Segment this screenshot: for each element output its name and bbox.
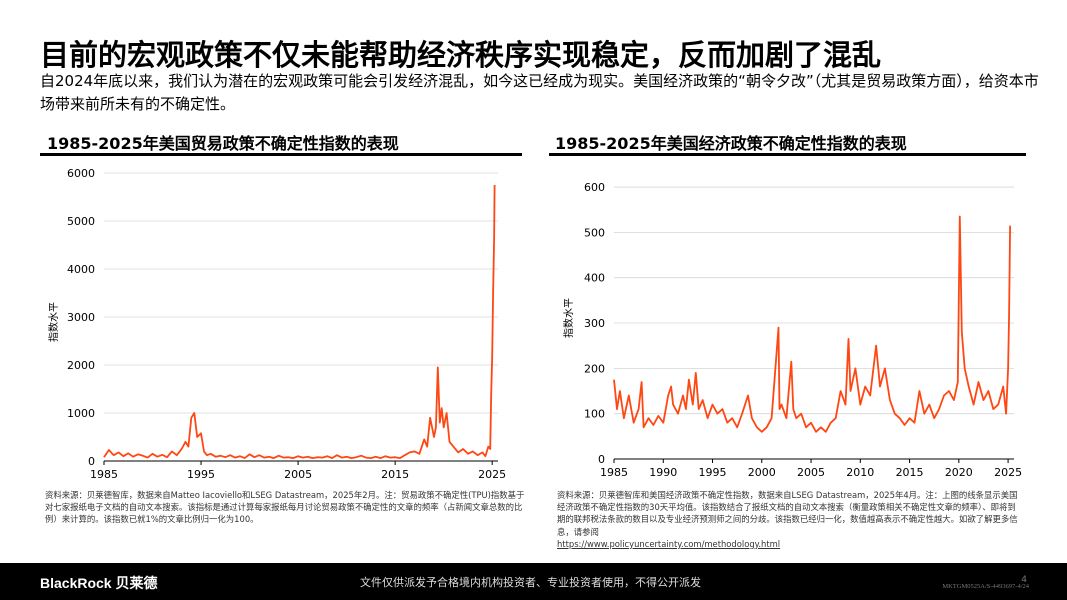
y-tick-label: 5000 xyxy=(67,215,95,228)
chart-1-rule xyxy=(40,153,522,156)
y-tick-label: 0 xyxy=(598,453,605,466)
trade-policy-uncertainty-chart: 0 1000 2000 3000 4000 5000 6000 1985 1995 2005 201… xyxy=(0,0,530,490)
y-axis-label: 指数水平 xyxy=(47,302,60,342)
blackrock-logo: BlackRock 贝莱德 xyxy=(40,575,158,591)
page-title: 目前的宏观政策不仅未能帮助经济秩序实现稳定，反而加剧了混乱 xyxy=(40,38,882,72)
x-tick-label: 2005 xyxy=(797,466,825,479)
series-line xyxy=(103,184,496,460)
document-code: MKTGM0525A/S-4493697-4/24 xyxy=(942,583,1029,590)
x-tick-label: 2015 xyxy=(896,466,924,479)
chart-2-source-note: 资料来源：贝莱德智库和美国经济政策不确定性指数，数据来自LSEG Datastr… xyxy=(557,489,1022,550)
x-tick-label: 2020 xyxy=(945,466,973,479)
y-tick-label: 1000 xyxy=(67,407,95,420)
x-tick-label: 2015 xyxy=(381,468,409,481)
y-tick-label: 6000 xyxy=(67,167,95,180)
chart-2-note-text: 资料来源：贝莱德智库和美国经济政策不确定性指数，数据来自LSEG Datastr… xyxy=(557,490,1018,537)
x-tick-label: 1990 xyxy=(649,466,677,479)
x-tick-label: 1995 xyxy=(699,466,727,479)
chart-svg-2: 0 100 200 300 400 500 600 1985 1990 1995 2000 2005 2… xyxy=(562,181,1022,479)
x-tick-label: 2025 xyxy=(994,466,1022,479)
y-tick-label: 3000 xyxy=(67,311,95,324)
y-tick-label: 2000 xyxy=(67,359,95,372)
economic-policy-uncertainty-chart: 0 100 200 300 400 500 600 1985 1990 1995 2000 2005 2… xyxy=(562,181,1022,479)
footer-bar: BlackRock 贝莱德 文件仅供派发予合格境内机构投资者、专业投资者使用，不… xyxy=(0,563,1067,600)
y-axis-label: 指数水平 xyxy=(562,298,575,338)
x-tick-label: 2000 xyxy=(748,466,776,479)
y-tick-label: 400 xyxy=(584,272,605,285)
page-number: 4 xyxy=(1021,575,1027,585)
x-tick-label: 1985 xyxy=(90,468,118,481)
x-tick-label: 1995 xyxy=(187,468,215,481)
y-tick-label: 500 xyxy=(584,226,605,239)
x-tick-label: 2025 xyxy=(478,468,506,481)
methodology-link[interactable]: https://www.policyuncertainty.com/method… xyxy=(557,538,781,549)
page-subtitle: 自2024年底以来，我们认为潜在的宏观政策可能会引发经济混乱，如今这已经成为现实… xyxy=(40,72,1039,113)
y-tick-label: 300 xyxy=(584,317,605,330)
series-line xyxy=(613,215,1011,433)
x-tick-label: 2005 xyxy=(284,468,312,481)
y-tick-label: 0 xyxy=(88,455,95,468)
chart-2-rule xyxy=(549,153,1026,156)
chart-1-heading: 1985-2025年美国贸易政策不确定性指数的表现 xyxy=(47,134,399,153)
y-tick-label: 600 xyxy=(584,181,605,194)
y-tick-label: 200 xyxy=(584,362,605,375)
y-tick-label: 4000 xyxy=(67,263,95,276)
footer-disclaimer: 文件仅供派发予合格境内机构投资者、专业投资者使用，不得公开派发 xyxy=(360,576,701,589)
x-tick-label: 2010 xyxy=(846,466,874,479)
x-tick-label: 1985 xyxy=(600,466,628,479)
chart-svg-1: 0 1000 2000 3000 4000 5000 6000 1985 1995 2005 201… xyxy=(47,167,506,481)
chart-1-source-note: 资料来源：贝莱德智库，数据来自Matteo Iacoviello和LSEG Da… xyxy=(45,490,525,525)
y-tick-label: 100 xyxy=(584,408,605,421)
chart-2-heading: 1985-2025年美国经济政策不确定性指数的表现 xyxy=(555,134,907,153)
